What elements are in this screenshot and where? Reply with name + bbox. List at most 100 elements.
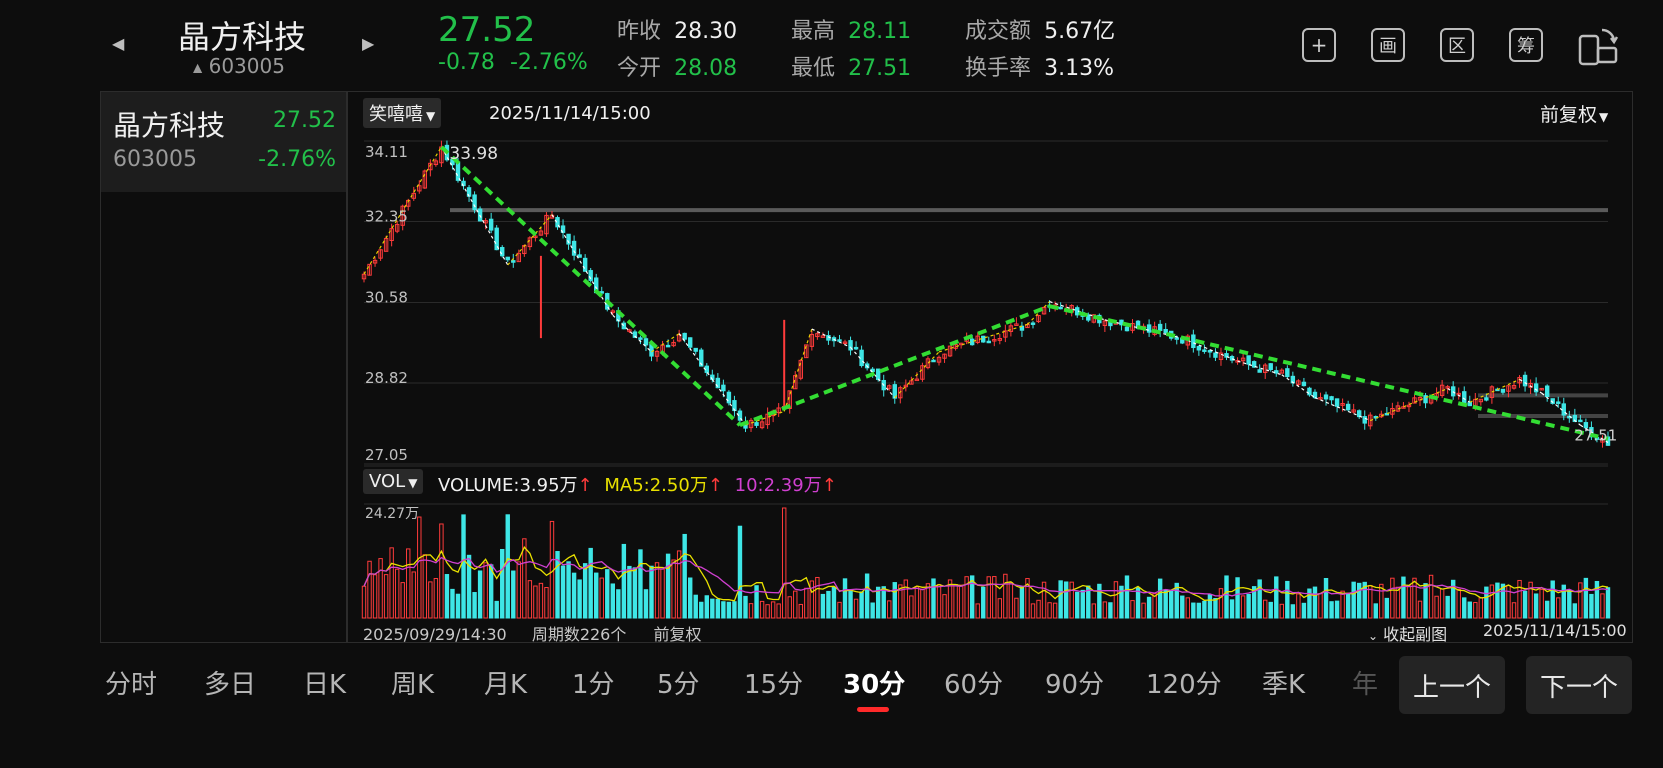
prev-button[interactable]: 上一个 [1399,656,1505,714]
draw-icon[interactable]: 画 [1371,28,1405,62]
chip-icon[interactable]: 筹 [1509,28,1543,62]
volume-bar [1340,590,1345,619]
volume-bar [737,525,743,619]
candle-body [853,346,859,350]
candle-body [1229,356,1235,361]
volume-bar [1594,580,1600,619]
candle-body [682,332,687,340]
volume-bar [494,600,499,619]
volume-bar [892,582,897,619]
candle-body [947,345,953,357]
volume-bar [649,565,654,619]
candle-body [671,341,676,347]
tab-10[interactable]: 90分 [1045,670,1105,700]
range-icon[interactable]: 区 [1440,28,1474,62]
zigzag-segment [850,346,896,399]
candle-body [1296,380,1301,385]
tab-2[interactable]: 日K [303,670,347,700]
volume-bar [870,602,875,619]
volume-bar [704,595,709,619]
candle-body [726,391,732,404]
candle-body [1014,323,1019,326]
candle-body [632,331,638,338]
zigzag-segment [363,146,442,275]
candle-body [1246,355,1251,365]
tab-6[interactable]: 5分 [657,670,700,700]
tab-3[interactable]: 周K [391,670,435,700]
volume-bar [958,584,964,619]
tab-4[interactable]: 月K [484,670,528,700]
volume-bar [770,601,776,619]
next-stock-arrow[interactable]: ▶ [362,34,375,53]
volume-indicator-select[interactable]: VOL ▼ [363,469,424,494]
plus-box-icon[interactable]: + [1302,28,1336,62]
up-arrow-icon: ↑ [577,475,593,496]
volume-bar [1484,586,1489,619]
high-label: 最高 [791,19,836,44]
tab-13[interactable]: 年 [1352,670,1379,700]
volume-bar [505,514,510,619]
candle-body [643,338,649,346]
candle-body [1036,315,1041,323]
candle-body [1362,416,1367,424]
volume-bar [798,603,803,619]
turnover-row: 成交额 5.67亿 [965,13,1115,45]
tab-7[interactable]: 15分 [744,670,804,700]
volume-bar [1296,593,1301,619]
candle-body [1544,385,1550,398]
volume-bar [975,603,980,619]
candle-body [1500,388,1506,393]
prev-stock-arrow[interactable]: ◀ [112,34,125,53]
candle-body [488,218,494,231]
tab-1[interactable]: 多日 [204,670,257,700]
candle-body [1240,357,1246,362]
volume-bar [1224,575,1229,619]
volume-bar [1506,585,1511,619]
tab-9[interactable]: 60分 [944,670,1004,700]
end-datetime: 2025/11/14/15:00 [1483,621,1627,640]
tab-11[interactable]: 120分 [1146,670,1222,700]
candle-body [367,263,372,276]
volume-bar [1019,585,1025,619]
zigzag-segment [1541,392,1581,426]
candle-body [1412,397,1417,404]
candle-body [909,380,914,385]
candle-body [400,205,405,226]
volume-bar [1556,597,1561,619]
volume-bar [903,579,909,619]
zigzag-segment [1519,378,1542,394]
indicator-select[interactable]: 笑嘻嘻 ▼ [363,98,442,128]
candle-body [627,329,632,332]
volume-bar [1091,603,1097,619]
tab-0[interactable]: 分时 [105,670,158,700]
volume-bar [1605,587,1611,619]
candle-body [1462,391,1467,404]
volume-bar [721,601,726,619]
volume-bar [1041,581,1047,619]
max-price-label: 33.98 [449,144,498,164]
tab-5[interactable]: 1分 [572,670,615,700]
last-price-label: 27.51 [1574,426,1617,444]
collapse-subchart-button[interactable]: ⌄ 收起副图 [1368,621,1447,645]
volume-bar [1600,593,1605,619]
candle-body [721,384,726,392]
open-label: 今开 [617,56,662,81]
watchlist-item[interactable]: 晶方科技 27.52 603005 -2.76% [101,92,346,192]
watchlist-change: -2.76% [258,147,336,172]
volume-bar [1124,575,1130,619]
volume-bar [511,570,516,619]
ma5-value: 2.50万 [649,475,708,496]
volume-bar [544,587,549,619]
volume-bar [455,593,461,619]
candle-body [1124,326,1130,332]
tab-12[interactable]: 季K [1262,670,1306,700]
stock-name: 晶方科技 [178,18,307,56]
adjust-select[interactable]: 前复权 ▼ [1540,100,1608,127]
rotate-screen-icon[interactable] [1578,26,1620,66]
volume-bar [1003,573,1008,619]
candle-body [1423,395,1428,404]
next-button[interactable]: 下一个 [1526,656,1632,714]
tab-8[interactable]: 30分 [843,670,906,700]
candle-body [809,333,815,347]
